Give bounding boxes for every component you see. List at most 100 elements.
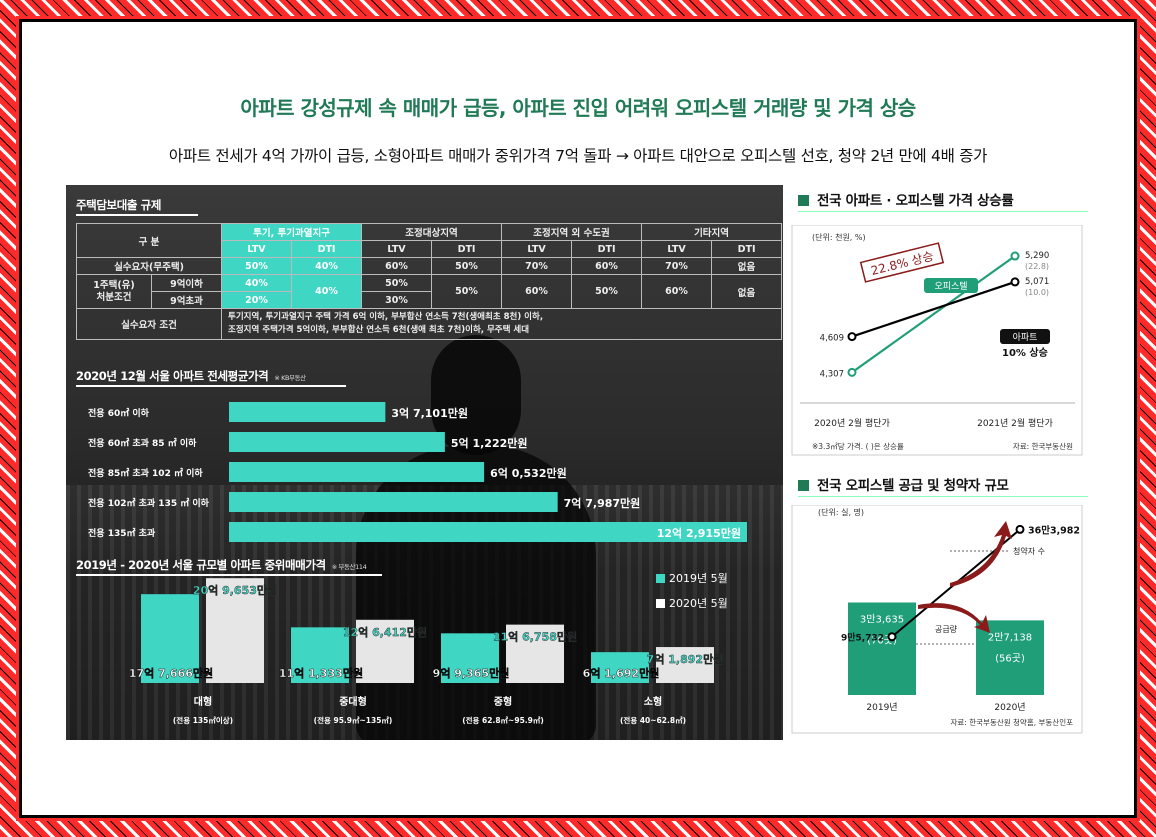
data-point xyxy=(1010,277,1020,287)
apartment-rise-text: 10% 상승 xyxy=(1002,346,1048,359)
bar-value-label: 5억 1,222만원 xyxy=(451,436,528,450)
bar-label: 전용 60㎡ 초과 85 ㎡ 이하 xyxy=(88,437,197,449)
infographic-panel: 주택담보대출 규제 구 분 투기, 투기과열지구 조정대상지역 조정지역 외 수… xyxy=(66,185,783,740)
down-arrow-icon xyxy=(918,603,990,633)
jeonse-bar xyxy=(229,492,558,512)
row-sublabel: 9억이하 xyxy=(150,274,223,292)
end-note-label: (10.0) xyxy=(1025,288,1049,297)
condition-text: 투기지역, 투기과열지구 주택 가격 6억 이하, 부부합산 연소득 7천(생애… xyxy=(221,308,783,340)
trade-title: 2019년 - 2020년 서울 규모별 아파트 중위매매가격 ※ 부동산114 xyxy=(76,557,382,576)
table-cell: 50% xyxy=(571,274,643,309)
legend-swatch-2019 xyxy=(656,574,665,583)
row-label: 1주택(유) 처분조건 xyxy=(76,274,152,309)
bar-value-label: 6억 0,532만원 xyxy=(490,466,567,480)
up-arrow-icon xyxy=(950,521,1012,587)
table-cell: 60% xyxy=(501,274,573,309)
data-point xyxy=(1010,251,1020,261)
row-label: 실수요자(무주택) xyxy=(75,257,223,275)
series-tag-text: 오피스텔 xyxy=(934,280,967,292)
value-label-2020: 7억 1,892만원 xyxy=(647,652,724,666)
apartment-line xyxy=(851,280,1016,338)
supply-value-label: 2만7,138 xyxy=(988,631,1032,643)
unit-label: (단위: 천원, %) xyxy=(812,232,866,242)
supply-value-label: 3만3,635 xyxy=(860,614,904,626)
table-cell: 50% xyxy=(361,274,433,292)
condition-line: 투기지역, 투기과열지구 주택 가격 6억 이하, 부부합산 연소득 7천(생애… xyxy=(228,312,544,322)
table-cell: 없음 xyxy=(711,257,783,275)
jeonse-bar xyxy=(229,462,485,482)
source-label: 자료: 한국부동산원 청약홈, 부동산인포 xyxy=(951,717,1074,727)
value-label-2019: 9억 9,365만원 xyxy=(433,666,510,680)
x-tick-label: 2020년 2월 평단가 xyxy=(814,417,890,429)
bar-value-label: 3억 7,101만원 xyxy=(391,406,468,420)
bar-2019 xyxy=(591,652,649,683)
x-tick-label: 2019년 xyxy=(866,702,897,713)
applicant-point xyxy=(1015,524,1025,534)
header-sub: DTI xyxy=(431,240,503,258)
value-label-2020: 20억 9,653만원 xyxy=(193,583,277,597)
source-label: 자료: 한국부동산원 xyxy=(1013,441,1073,451)
series-tag-officetel xyxy=(924,278,978,293)
applicant-point xyxy=(887,632,897,642)
loan-regulation-table: 구 분 투기, 투기과열지구 조정대상지역 조정지역 외 수도권 기타지역 LT… xyxy=(75,223,783,340)
value-label-2020: 11억 6,758만원 xyxy=(493,630,577,644)
supply-chart-title: 전국 오피스텔 공급 및 청약자 규모 xyxy=(798,474,1088,497)
person-silhouette-head xyxy=(431,335,521,455)
x-tick-label: 2020년 xyxy=(994,702,1025,713)
bar-2019 xyxy=(141,594,199,683)
header-sub: DTI xyxy=(571,240,643,258)
rise-callout-box xyxy=(859,242,945,283)
value-label-2019: 11억 1,333만원 xyxy=(279,666,363,680)
applicant-value-label: 9만5,732 xyxy=(841,632,884,644)
bar-label: 전용 102㎡ 초과 135 ㎡ 이하 xyxy=(88,497,210,509)
supply-bar xyxy=(976,620,1044,695)
bar-label: 전용 135㎡ 초과 xyxy=(88,527,156,539)
series-tag-text: 아파트 xyxy=(1013,332,1038,343)
bar-2020 xyxy=(656,647,714,683)
category-sublabel: (전용 135㎡이상) xyxy=(173,715,233,725)
header-sub: LTV xyxy=(501,240,573,258)
chart-box xyxy=(791,225,1083,456)
category-sublabel: (전용 40~62.8㎡) xyxy=(620,715,686,725)
chart-box xyxy=(791,505,1083,734)
table-cell: 50% xyxy=(431,274,503,309)
data-point xyxy=(847,332,857,342)
table-cell: 40% xyxy=(291,257,363,275)
unit-label: (단위: 실, 명) xyxy=(818,507,864,517)
header-sub: DTI xyxy=(711,240,783,258)
header-sub: LTV xyxy=(361,240,433,258)
price-line-chart: (단위: 천원, %) 4,307 4,609 5,290(22.8) 5,071(10… xyxy=(791,225,1083,456)
table-cell: 50% xyxy=(221,257,293,275)
supply-series-label: 공급량 xyxy=(935,624,958,634)
table-cell: 50% xyxy=(431,257,503,275)
table-cell: 60% xyxy=(361,257,433,275)
bullet-square-icon xyxy=(798,480,809,491)
end-value-label: 5,290 xyxy=(1025,251,1049,261)
category-label: 중대형 xyxy=(339,695,367,708)
row-sublabel: 9억초과 xyxy=(150,291,223,309)
legend-swatch-2020 xyxy=(656,599,665,608)
header-category: 구 분 xyxy=(75,223,223,258)
header-group: 기타지역 xyxy=(641,223,783,241)
supply-bar xyxy=(848,602,916,695)
legend-label: 2019년 5월 xyxy=(669,572,728,585)
table-cell: 30% xyxy=(361,291,433,309)
supply-bar-chart: (단위: 실, 명)3만3,635(70곳)2019년2만7,138(56곳)2… xyxy=(791,505,1083,734)
price-chart-title: 전국 아파트 · 오피스텔 가격 상승률 xyxy=(798,189,1088,212)
series-tag-apartment xyxy=(1000,329,1050,344)
header-sub: LTV xyxy=(641,240,713,258)
start-value-label: 4,307 xyxy=(820,369,844,379)
end-value-label: 5,071 xyxy=(1025,277,1049,287)
jeonse-bar xyxy=(229,522,747,542)
table-cell: 70% xyxy=(641,257,713,275)
value-label-2019: 17억 7,666만원 xyxy=(129,666,213,680)
category-label: 대형 xyxy=(194,695,212,708)
table-cell: 60% xyxy=(641,274,713,309)
category-sublabel: (전용 62.8㎡~95.9㎡) xyxy=(462,715,544,725)
table-cell: 70% xyxy=(501,257,573,275)
category-label: 중형 xyxy=(494,695,512,708)
bar-label: 전용 85㎡ 초과 102 ㎡ 이하 xyxy=(88,467,203,479)
table-cell: 40% xyxy=(291,274,363,309)
header-sub: LTV xyxy=(221,240,293,258)
